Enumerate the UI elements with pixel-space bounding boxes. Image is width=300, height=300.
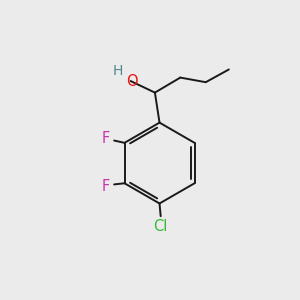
Text: F: F bbox=[102, 131, 110, 146]
Text: O: O bbox=[126, 74, 138, 88]
Text: F: F bbox=[102, 179, 110, 194]
Text: Cl: Cl bbox=[154, 219, 168, 234]
Text: H: H bbox=[112, 64, 123, 78]
